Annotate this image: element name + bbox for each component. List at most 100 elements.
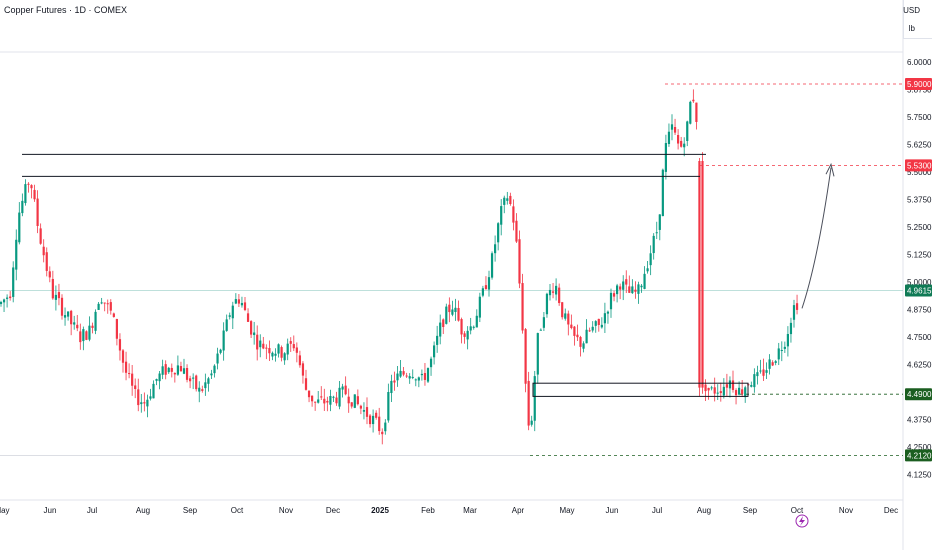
candle-body xyxy=(664,143,667,172)
candle-body xyxy=(350,402,353,407)
candle-body xyxy=(335,397,338,404)
candle-body xyxy=(121,350,125,363)
candle-body xyxy=(131,373,134,386)
candle-body xyxy=(265,347,268,349)
candle-body xyxy=(640,285,643,288)
candle-body xyxy=(149,396,152,399)
candle-body xyxy=(487,277,491,290)
candle-body xyxy=(362,410,366,412)
candle-body xyxy=(277,344,280,354)
candle-body xyxy=(109,302,112,311)
candle-body xyxy=(301,363,305,376)
candle-body xyxy=(515,220,518,242)
candle-body xyxy=(124,361,128,373)
candle-body xyxy=(457,307,460,321)
candle-body xyxy=(67,311,70,317)
candle-body xyxy=(405,375,408,377)
candle-body xyxy=(539,329,542,331)
candle-body xyxy=(368,415,372,425)
candle-body xyxy=(475,315,478,328)
y-tick-label: 4.8750 xyxy=(907,306,932,315)
candle-body xyxy=(609,292,613,310)
candle-body xyxy=(603,313,606,324)
candle-body xyxy=(225,319,228,331)
candle-body xyxy=(128,373,131,375)
candle-body xyxy=(680,140,683,147)
candle-body xyxy=(155,379,158,381)
candle-body xyxy=(356,396,359,405)
candle-body xyxy=(39,228,42,244)
candle-body xyxy=(210,373,213,376)
candle-body xyxy=(530,420,533,425)
candle-body xyxy=(222,330,225,351)
candle-body xyxy=(399,370,402,377)
candle-body xyxy=(298,355,301,366)
candle-body xyxy=(777,348,780,360)
candle-body xyxy=(103,302,106,304)
candle-body xyxy=(448,304,451,313)
candle-body xyxy=(646,268,649,272)
candle-body xyxy=(466,330,469,340)
candle-body xyxy=(280,347,283,358)
candle-body xyxy=(439,322,442,337)
candle-body xyxy=(658,214,661,230)
support-zone[interactable] xyxy=(532,382,749,397)
candle-body xyxy=(686,121,689,141)
currency-code: USD xyxy=(903,6,920,15)
x-tick-label: Feb xyxy=(421,506,435,515)
candle-body xyxy=(667,131,671,145)
candle-body xyxy=(695,102,698,122)
y-tick-label: 5.1250 xyxy=(907,251,932,260)
x-tick-label: May xyxy=(0,506,10,515)
candle-body xyxy=(631,286,634,294)
symbol-title[interactable]: Copper Futures · 1D · COMEX xyxy=(4,5,128,15)
candle-body xyxy=(70,310,73,325)
candle-body xyxy=(292,344,295,349)
candle-body xyxy=(625,279,628,285)
candle-body xyxy=(240,302,244,306)
candle-body xyxy=(231,305,234,319)
y-tick-label: 5.7500 xyxy=(907,113,932,122)
x-tick-label: Dec xyxy=(884,506,898,515)
candle-body xyxy=(372,415,375,425)
candle-body xyxy=(97,303,100,310)
projection-arrow-head xyxy=(825,162,835,177)
candle-body xyxy=(423,373,427,380)
candle-body xyxy=(561,302,564,318)
candle-body xyxy=(585,329,588,344)
candle-body xyxy=(579,337,582,347)
candle-body xyxy=(512,206,515,223)
x-tick-label: Jul xyxy=(652,506,662,515)
candle-body xyxy=(332,396,335,398)
x-tick-label: Sep xyxy=(183,506,198,515)
candle-body xyxy=(570,324,573,329)
candle-body xyxy=(341,386,344,390)
candle-body xyxy=(469,326,472,331)
candle-body xyxy=(704,384,707,392)
x-tick-label: Dec xyxy=(326,506,340,515)
x-tick-label: Jul xyxy=(87,506,97,515)
candle-body xyxy=(134,385,137,389)
candle-body xyxy=(63,315,67,318)
candle-body xyxy=(673,127,677,133)
candle-body xyxy=(692,99,695,102)
candle-body xyxy=(731,380,735,390)
candle-body xyxy=(707,387,710,391)
candle-body xyxy=(317,399,320,403)
candle-body xyxy=(198,387,201,392)
x-tick-label: Mar xyxy=(463,506,477,515)
candle-body xyxy=(597,318,600,325)
candle-body xyxy=(381,431,384,435)
candle-body xyxy=(725,384,728,388)
candle-body xyxy=(677,134,680,144)
candle-body xyxy=(390,380,393,394)
candle-body xyxy=(768,359,771,369)
x-tick-label: Oct xyxy=(791,506,804,515)
candle-body xyxy=(289,341,292,344)
candle-body xyxy=(283,353,286,361)
x-tick-label: Aug xyxy=(697,506,711,515)
candle-body xyxy=(36,198,39,226)
projection-arrow[interactable] xyxy=(801,167,832,309)
candle-body xyxy=(744,387,747,398)
